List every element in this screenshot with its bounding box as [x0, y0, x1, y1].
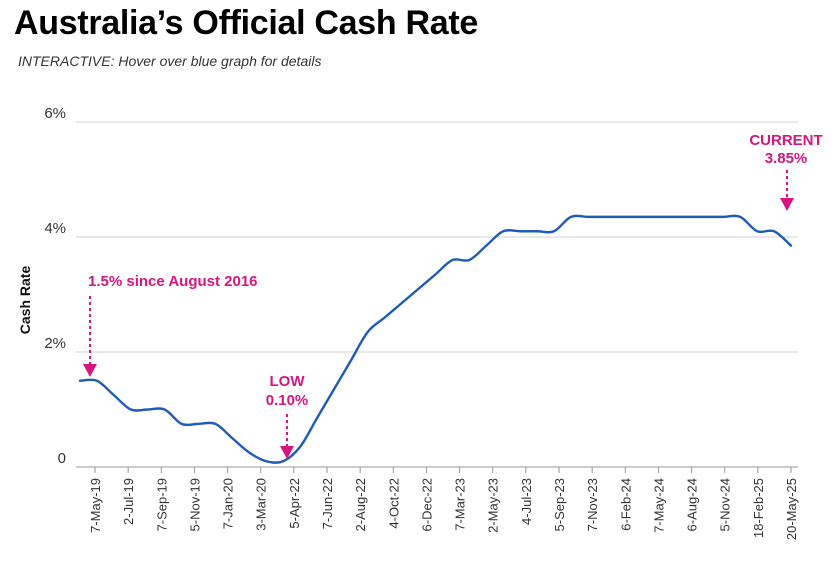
x-tick-label: 3-Mar-20 — [254, 478, 269, 531]
x-tick-label: 6-Feb-24 — [618, 478, 633, 531]
annotation-label: 3.85% — [765, 150, 808, 167]
x-tick-label: 4-Jul-23 — [519, 478, 534, 525]
x-tick-label: 7-Nov-23 — [585, 478, 600, 531]
y-axis-title: Cash Rate — [17, 266, 33, 335]
annotation-arrow-head — [780, 198, 794, 211]
x-tick-label: 7-May-24 — [651, 478, 666, 533]
y-tick-label: 0 — [58, 450, 66, 467]
y-tick-label: 6% — [44, 105, 66, 122]
x-tick-label: 7-May-19 — [88, 478, 103, 533]
x-tick-label: 5-Sep-23 — [552, 478, 567, 531]
y-tick-label: 2% — [44, 335, 66, 352]
x-tick-label: 2-May-23 — [486, 478, 501, 533]
x-tick-label: 7-Jan-20 — [221, 478, 236, 529]
annotation-arrow-head — [280, 446, 294, 459]
x-tick-label: 7-Jun-22 — [320, 478, 335, 529]
x-tick-label: 5-Apr-22 — [287, 478, 302, 529]
annotation-arrow-head — [83, 364, 97, 377]
annotation-label: 0.10% — [266, 392, 309, 409]
annotation-label: CURRENT — [749, 132, 822, 149]
x-tick-label: 6-Dec-22 — [419, 478, 434, 531]
annotation-label: LOW — [270, 373, 306, 390]
x-tick-label: 6-Aug-24 — [685, 478, 700, 531]
x-tick-label: 2-Jul-19 — [121, 478, 136, 525]
cash-rate-line[interactable] — [78, 214, 793, 464]
x-tick-label: 20-May-25 — [784, 478, 799, 540]
chart-subtitle: INTERACTIVE: Hover over blue graph for d… — [18, 53, 322, 69]
chart-title: Australia’s Official Cash Rate — [14, 4, 479, 42]
x-tick-label: 7-Sep-19 — [154, 478, 169, 531]
x-tick-label: 18-Feb-25 — [751, 478, 766, 538]
x-tick-label: 7-Mar-23 — [453, 478, 468, 531]
annotation-label: 1.5% since August 2016 — [88, 273, 258, 290]
x-tick-label: 4-Oct-22 — [386, 478, 401, 529]
y-tick-label: 4% — [44, 220, 66, 237]
x-tick-label: 5-Nov-19 — [187, 478, 202, 531]
annotation: 1.5% since August 2016 — [83, 273, 258, 377]
x-tick-label: 2-Aug-22 — [353, 478, 368, 531]
annotation: LOW 0.10% — [266, 373, 309, 459]
x-tick-label: 5-Nov-24 — [718, 478, 733, 531]
